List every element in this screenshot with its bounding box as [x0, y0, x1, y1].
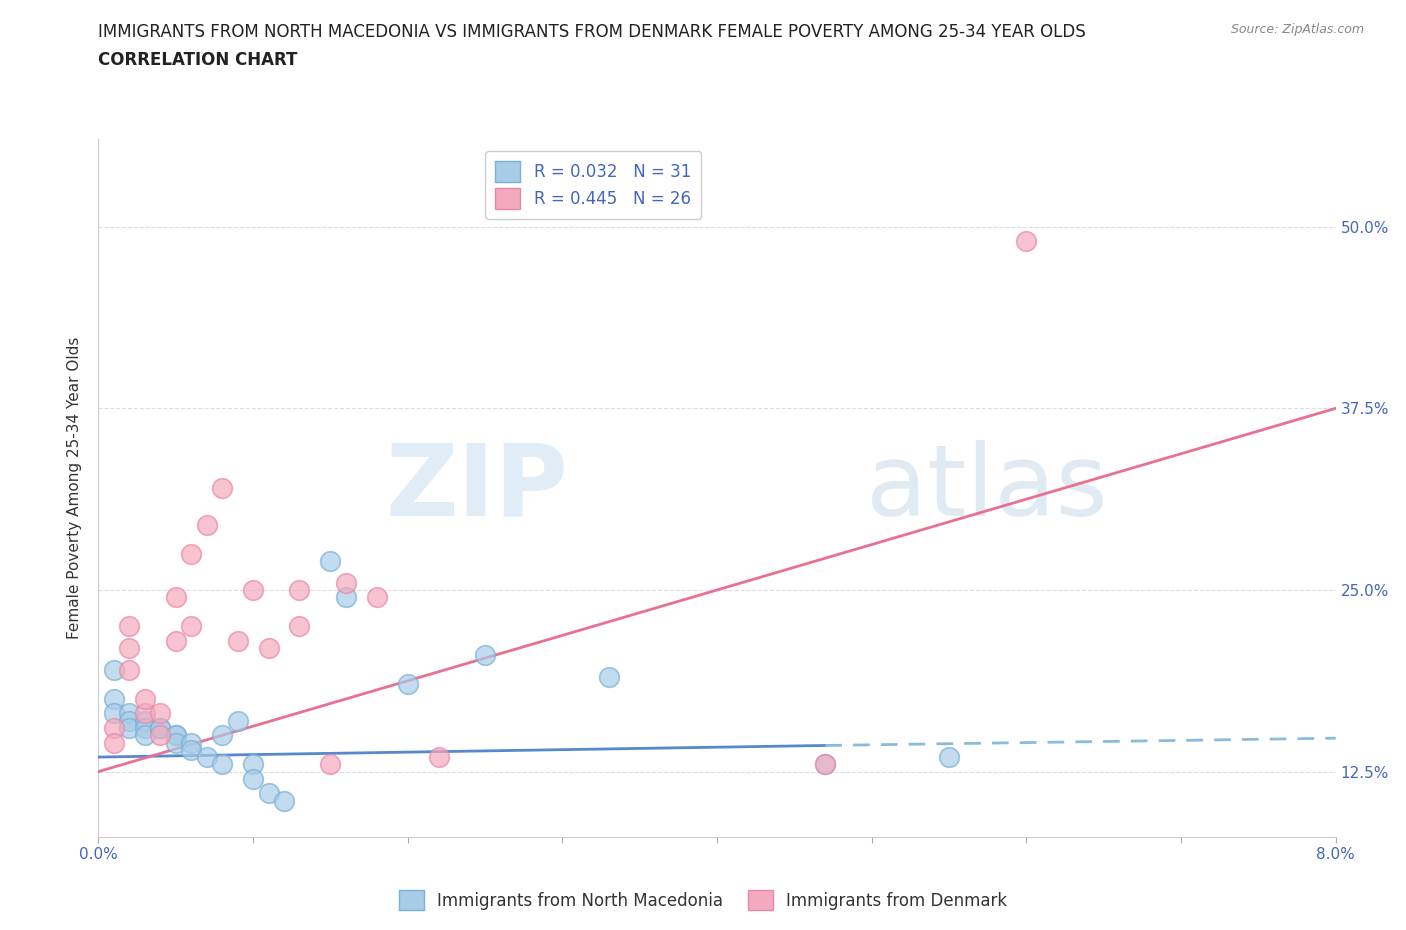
Point [118, 713, 141, 728]
Point [103, 735, 125, 750]
Text: CORRELATION CHART: CORRELATION CHART [98, 51, 298, 69]
Point [1015, 233, 1038, 248]
Point [427, 750, 450, 764]
Text: atlas: atlas [866, 440, 1107, 537]
Point [103, 721, 125, 736]
Point [335, 590, 357, 604]
Point [814, 757, 837, 772]
Point [211, 481, 233, 496]
Point [134, 706, 156, 721]
Point [149, 706, 172, 721]
Point [165, 728, 187, 743]
Point [118, 721, 141, 736]
Point [226, 713, 249, 728]
Point [118, 662, 141, 677]
Point [134, 721, 156, 736]
Point [149, 721, 172, 736]
Point [319, 757, 342, 772]
Point [242, 582, 264, 597]
Point [134, 728, 156, 743]
Point [134, 713, 156, 728]
Point [165, 728, 187, 743]
Point [103, 706, 125, 721]
Point [180, 546, 202, 561]
Point [257, 641, 280, 656]
Point [366, 590, 388, 604]
Point [180, 735, 202, 750]
Text: ZIP: ZIP [385, 440, 568, 537]
Point [149, 721, 172, 736]
Legend: R = 0.032   N = 31, R = 0.445   N = 26: R = 0.032 N = 31, R = 0.445 N = 26 [485, 152, 702, 219]
Point [195, 750, 218, 764]
Point [242, 772, 264, 787]
Legend: Immigrants from North Macedonia, Immigrants from Denmark: Immigrants from North Macedonia, Immigra… [392, 884, 1014, 917]
Point [103, 662, 125, 677]
Point [103, 692, 125, 707]
Point [335, 576, 357, 591]
Point [226, 633, 249, 648]
Point [273, 793, 295, 808]
Point [180, 742, 202, 757]
Point [118, 706, 141, 721]
Point [165, 735, 187, 750]
Point [598, 670, 620, 684]
Point [288, 618, 311, 633]
Point [165, 633, 187, 648]
Point [211, 757, 233, 772]
Point [257, 786, 280, 801]
Point [211, 728, 233, 743]
Point [319, 553, 342, 568]
Y-axis label: Female Poverty Among 25-34 Year Olds: Female Poverty Among 25-34 Year Olds [67, 337, 83, 640]
Point [165, 590, 187, 604]
Point [242, 757, 264, 772]
Point [288, 582, 311, 597]
Point [195, 517, 218, 532]
Point [938, 750, 960, 764]
Text: IMMIGRANTS FROM NORTH MACEDONIA VS IMMIGRANTS FROM DENMARK FEMALE POVERTY AMONG : IMMIGRANTS FROM NORTH MACEDONIA VS IMMIG… [98, 23, 1087, 41]
Point [118, 641, 141, 656]
Point [180, 618, 202, 633]
Text: Source: ZipAtlas.com: Source: ZipAtlas.com [1230, 23, 1364, 36]
Point [396, 677, 419, 692]
Point [118, 618, 141, 633]
Point [134, 692, 156, 707]
Point [149, 728, 172, 743]
Point [814, 757, 837, 772]
Point [474, 648, 496, 663]
